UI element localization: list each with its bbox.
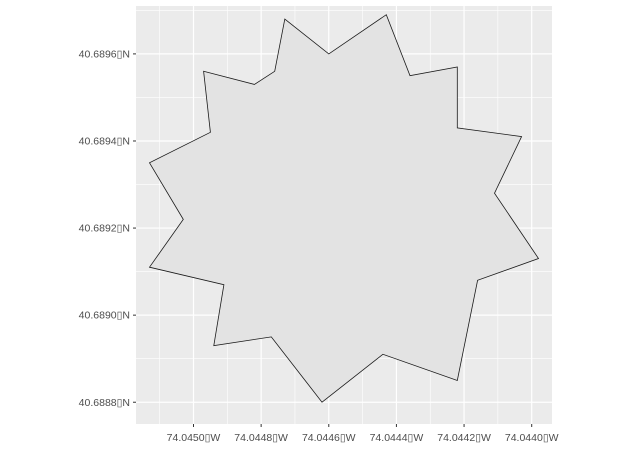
y-tick-label: 40.6888▯N xyxy=(79,397,130,409)
y-tick-label: 40.6896▯N xyxy=(79,48,130,60)
x-axis: 74.0450▯W 74.0448▯W 74.0446▯W 74.0444▯W 74.0… xyxy=(167,424,559,444)
x-tick-label: 74.0440▯W xyxy=(505,432,559,444)
y-tick-label: 40.6890▯N xyxy=(79,310,130,322)
y-tick-label: 40.6894▯N xyxy=(79,136,130,148)
x-tick-label: 74.0448▯W xyxy=(234,432,288,444)
y-tick-label: 40.6892▯N xyxy=(79,223,130,235)
x-tick-label: 74.0450▯W xyxy=(167,432,221,444)
x-tick-label: 74.0446▯W xyxy=(302,432,356,444)
y-axis: 40.6888▯N 40.6890▯N 40.6892▯N 40.6894▯N 40.6… xyxy=(79,48,136,409)
x-tick-label: 74.0442▯W xyxy=(437,432,491,444)
x-tick-label: 74.0444▯W xyxy=(370,432,424,444)
boundary-polygon xyxy=(148,14,540,403)
